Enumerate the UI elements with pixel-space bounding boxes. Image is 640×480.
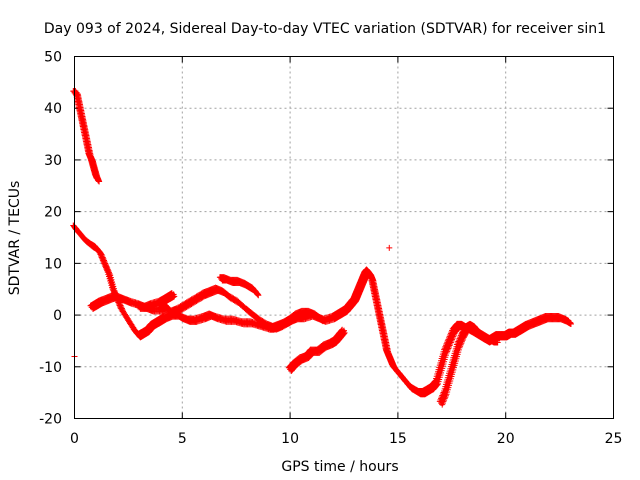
data-point (255, 292, 262, 299)
x-tick-label: 10 (281, 431, 299, 447)
outlier-point (386, 244, 393, 251)
y-tick-label: 30 (44, 153, 62, 169)
y-tick-label: 40 (44, 101, 62, 117)
data-point (494, 337, 501, 344)
axis-ticks: 0 5 10 15 20 25 -20 -10 0 10 20 30 40 50 (39, 50, 622, 448)
data-point (170, 291, 177, 298)
data-point (254, 291, 261, 298)
y-tick-label: -20 (39, 412, 62, 428)
x-tick-label: 5 (178, 431, 187, 447)
y-tick-label: 20 (44, 205, 62, 221)
x-axis-label: GPS time / hours (281, 459, 398, 475)
y-axis-label: SDTVAR / TECUs (7, 181, 23, 296)
chart-title: Day 093 of 2024, Sidereal Day-to-day VTE… (44, 21, 606, 37)
data-point (96, 178, 103, 185)
data-points (70, 88, 574, 408)
x-tick-label: 15 (389, 431, 407, 447)
data-point (341, 327, 347, 334)
data-point (567, 319, 574, 326)
x-tick-label: 0 (70, 431, 79, 447)
y-tick-label: 10 (44, 256, 62, 272)
y-tick-label: 50 (44, 50, 62, 66)
plot-frame (74, 56, 614, 419)
y-tick-label: 0 (53, 308, 62, 324)
data-point (95, 177, 102, 184)
data-point (442, 392, 449, 399)
grid (74, 56, 614, 419)
x-tick-label: 25 (605, 431, 623, 447)
x-tick-label: 20 (497, 431, 515, 447)
data-point (319, 317, 326, 324)
y-tick-label: -10 (39, 360, 62, 376)
data-point (567, 321, 574, 328)
